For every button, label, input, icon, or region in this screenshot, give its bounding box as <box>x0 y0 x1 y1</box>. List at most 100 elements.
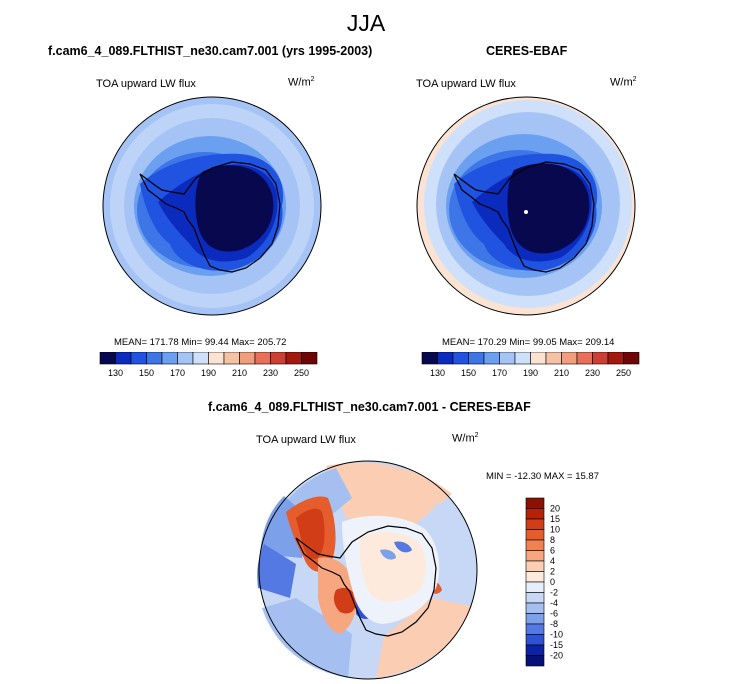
panel-2-colorbar-swatch <box>468 352 485 365</box>
panel-3-colorbar-swatch <box>525 613 545 625</box>
panel-3-colorbar-swatch <box>525 497 545 509</box>
panel-3-colorbar-tick-label: -4 <box>550 598 558 608</box>
panel-2-colorbar-tick-label: 230 <box>585 368 600 378</box>
panel-2-colorbar-swatch <box>437 352 454 365</box>
panel-2-colorbar: 130150170190210230250270 <box>421 352 640 378</box>
panel-2-colorbar-tick-label: 250 <box>616 368 631 378</box>
panel-3-colorbar-swatch <box>525 644 545 656</box>
panel-3-colorbar-swatch <box>525 539 545 551</box>
panel-3-polar-map <box>257 460 478 680</box>
panel-3-unit-base: W/m <box>452 432 475 445</box>
panel-3-colorbar-swatch <box>525 550 545 562</box>
panel-3-colorbar-tick-label: 0 <box>550 577 555 587</box>
panel-1-variable-label: TOA upward LW flux <box>96 78 196 90</box>
panel-3-colorbar-swatch <box>525 560 545 572</box>
panel-2-unit-label: W/m2 <box>610 76 637 89</box>
panel-1-title: f.cam6_4_089.FLTHIST_ne30.cam7.001 (yrs … <box>48 44 373 58</box>
panel-1-stats: MEAN= 171.78 Min= 99.44 Max= 205.72 <box>114 337 287 348</box>
panel-2-colorbar-swatch <box>607 352 624 365</box>
panel-1-colorbar-swatch <box>130 352 147 365</box>
panel-1-colorbar: 130150170190210230250270 <box>99 352 318 378</box>
panel-2-colorbar-swatch <box>561 352 578 365</box>
panel-1-unit-exponent: 2 <box>310 76 315 83</box>
panel-3-colorbar-swatch <box>525 529 545 541</box>
panel-1-colorbar-swatch <box>285 352 302 365</box>
panel-1-colorbar-swatch <box>239 352 256 365</box>
panel-2-colorbar-swatch <box>421 352 438 365</box>
panel-3-colorbar-swatch <box>525 592 545 604</box>
panel-2-colorbar-swatch <box>530 352 547 365</box>
panel-2-variable-label: TOA upward LW flux <box>416 78 516 90</box>
panel-3-contour-field <box>257 461 477 679</box>
panel-1-colorbar-tick-label: 150 <box>139 368 154 378</box>
panel-1-polar-map <box>102 96 322 316</box>
panel-1-unit-label: W/m2 <box>288 76 315 89</box>
panel-1-colorbar-tick-label: 230 <box>263 368 278 378</box>
panel-2-colorbar-tick-label: 210 <box>554 368 569 378</box>
panel-1-colorbar-swatch <box>115 352 132 365</box>
panel-3-colorbar-swatch <box>525 518 545 530</box>
panel-2-colorbar-swatch <box>483 352 500 365</box>
panel-2-colorbar-tick-label: 130 <box>430 368 445 378</box>
panel-3-title: f.cam6_4_089.FLTHIST_ne30.cam7.001 - CER… <box>208 400 531 414</box>
panel-2-title: CERES-EBAF <box>486 44 568 58</box>
figure-title: JJA <box>346 10 386 36</box>
panel-3-colorbar-swatch <box>525 571 545 583</box>
panel-1-contour-field <box>103 97 321 315</box>
panel-2-colorbar-swatch <box>452 352 469 365</box>
panel-2-colorbar-tick-label: 150 <box>461 368 476 378</box>
panel-2-colorbar-swatch <box>592 352 609 365</box>
panel-3-colorbar-swatch <box>525 602 545 614</box>
panel-3-colorbar-tick-label: 6 <box>550 546 555 556</box>
panel-3-colorbar-swatch <box>525 581 545 593</box>
panel-2-colorbar-swatch <box>499 352 516 365</box>
panel-2-colorbar-swatch <box>623 352 640 365</box>
panel-1-unit-base: W/m <box>288 76 311 89</box>
panel-3-colorbar-tick-label: 20 <box>550 504 560 514</box>
panel-3-colorbar-tick-label: -8 <box>550 619 558 629</box>
panel-2-coastline <box>453 161 595 273</box>
panel-3-colorbar-tick-label: 15 <box>550 514 560 524</box>
panel-1-colorbar-swatch <box>99 352 116 365</box>
panel-2-colorbar-swatch <box>545 352 562 365</box>
panel-1-colorbar-swatch <box>161 352 178 365</box>
panel-2-colorbar-tick-label: 190 <box>523 368 538 378</box>
panel-3-colorbar-tick-label: 2 <box>550 567 555 577</box>
panel-3-colorbar-tick-label: 4 <box>550 556 555 566</box>
panel-1-colorbar-tick-label: 190 <box>201 368 216 378</box>
panel-1-colorbar-swatch <box>192 352 209 365</box>
panel-1-colorbar-swatch <box>177 352 194 365</box>
panel-3-stats: MIN = -12.30 MAX = 15.87 <box>486 471 600 482</box>
panel-3-colorbar-tick-label: -6 <box>550 609 558 619</box>
panel-1-colorbar-tick-label: 210 <box>232 368 247 378</box>
panel-3-colorbar-swatch <box>525 623 545 635</box>
panel-1-colorbar-swatch <box>301 352 318 365</box>
panel-3-colorbar-tick-label: 8 <box>550 535 555 545</box>
panel-3-colorbar-tick-label: 10 <box>550 525 560 535</box>
panel-1-colorbar-tick-label: 170 <box>170 368 185 378</box>
panel-2-colorbar-tick-label: 170 <box>492 368 507 378</box>
panel-1-colorbar-swatch <box>146 352 163 365</box>
panel-3-unit-label: W/m2 <box>452 432 479 445</box>
panel-3-colorbar-swatch <box>525 508 545 520</box>
panel-3-colorbar-tick-label: -20 <box>550 651 563 661</box>
panel-3-colorbar-swatch <box>525 655 545 667</box>
panel-1-colorbar-tick-label: 130 <box>108 368 123 378</box>
panel-2-stats: MEAN= 170.29 Min= 99.05 Max= 209.14 <box>442 337 615 348</box>
panel-2-polar-map <box>416 96 636 316</box>
panel-1-colorbar-swatch <box>254 352 271 365</box>
panel-1-colorbar-swatch <box>208 352 225 365</box>
panel-2-unit-exponent: 2 <box>632 76 637 83</box>
panel-3-colorbar-tick-label: -15 <box>550 640 563 650</box>
panel-2-colorbar-swatch <box>576 352 593 365</box>
panel-3-colorbar-tick-label: -10 <box>550 630 563 640</box>
panel-2-colorbar-swatch <box>514 352 531 365</box>
panel-2-contour-field <box>417 97 635 315</box>
panel-3-colorbar-swatch <box>525 634 545 646</box>
panel-1-colorbar-swatch <box>223 352 240 365</box>
panel-1-colorbar-swatch <box>270 352 287 365</box>
panel-1-colorbar-tick-label: 250 <box>294 368 309 378</box>
panel-1-coastline <box>139 161 281 273</box>
panel-3-unit-exponent: 2 <box>474 432 479 439</box>
